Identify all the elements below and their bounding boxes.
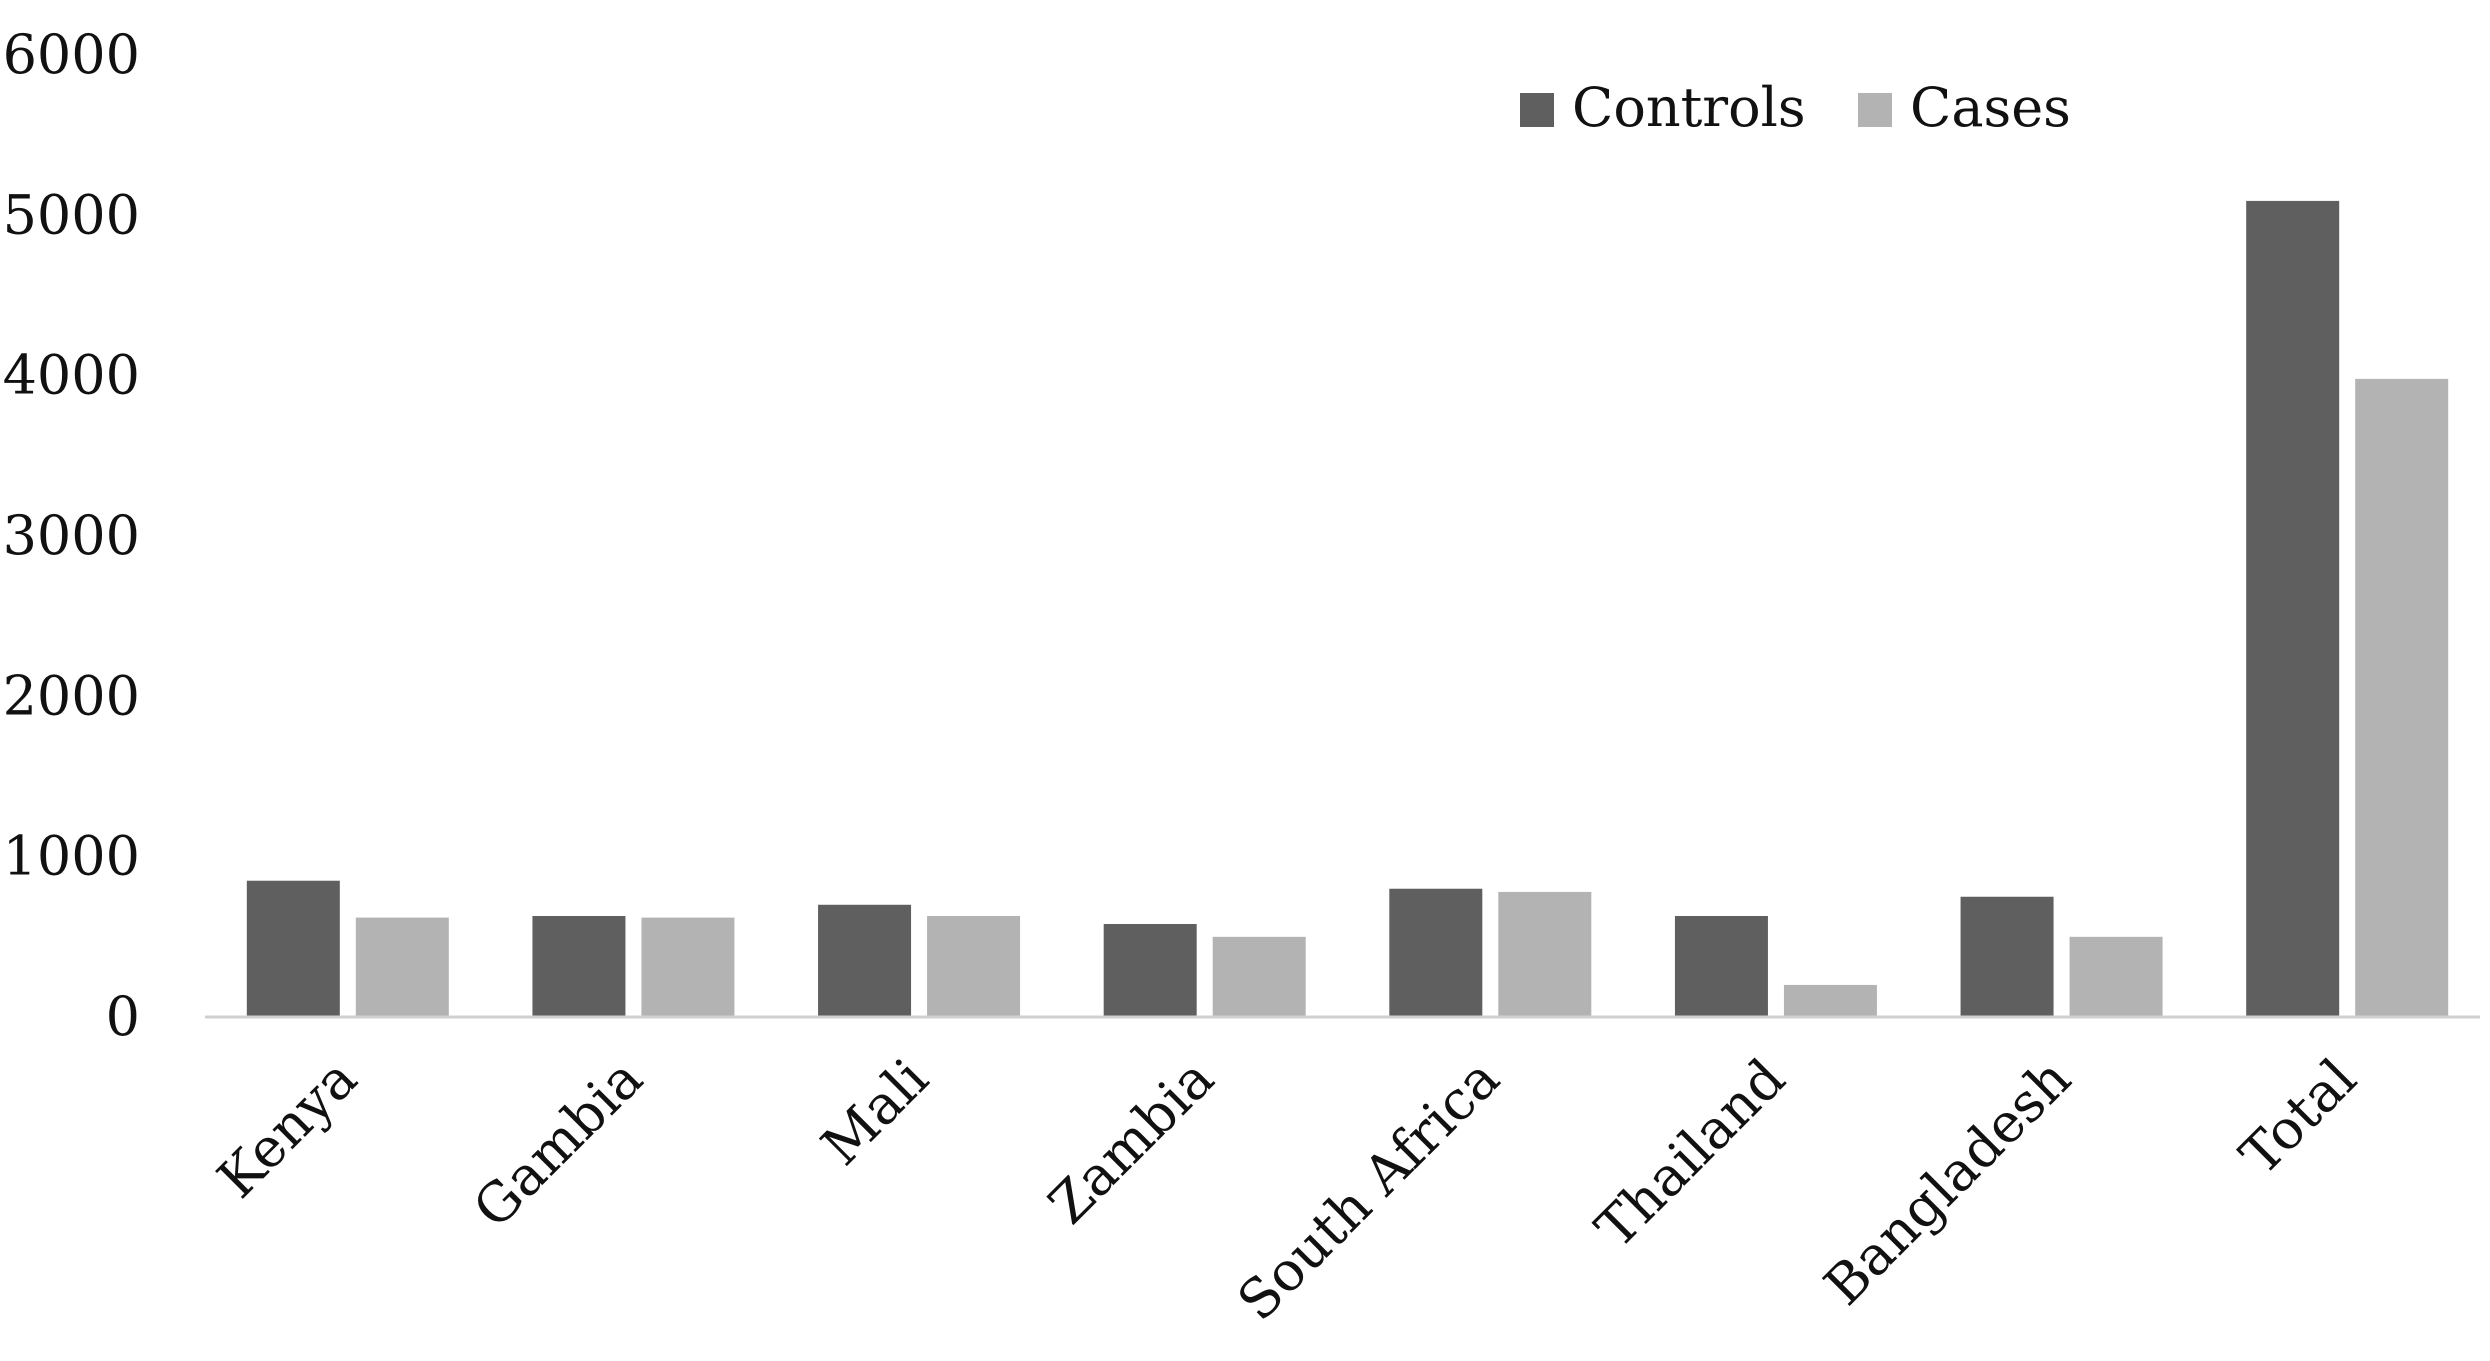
bar-cases-mali [927, 915, 1021, 1017]
x-tick-label: Total [2228, 1047, 2368, 1187]
legend-label-controls: Controls [1572, 76, 1806, 139]
y-tick-label: 4000 [3, 344, 140, 407]
bar-controls-gambia [532, 915, 626, 1017]
x-tick-label: Mali [809, 1047, 940, 1178]
y-tick-label: 6000 [3, 23, 140, 86]
legend-label-cases: Cases [1910, 76, 2071, 139]
bar-controls-zambia [1103, 924, 1197, 1017]
x-tick-label: Kenya [205, 1047, 369, 1211]
legend-swatch-cases [1858, 93, 1892, 127]
bar-cases-kenya [355, 917, 449, 1017]
legend-swatch-controls [1520, 93, 1554, 127]
x-tick-label: Bangladesh [1812, 1047, 2083, 1318]
y-tick-label: 2000 [3, 664, 140, 727]
bar-controls-mali [818, 904, 912, 1017]
bar-cases-thailand [1783, 984, 1877, 1017]
bar-cases-gambia [641, 917, 735, 1017]
x-axis-labels: Kenya Gambia Mali Zambia South Africa Thailan… [205, 1047, 2368, 1333]
bar-cases-south-africa [1498, 891, 1592, 1017]
bar-cases-zambia [1212, 936, 1306, 1017]
bar-cases-bangladesh [2069, 936, 2163, 1017]
bar-controls-bangladesh [1960, 896, 2054, 1017]
y-tick-label: 0 [106, 985, 140, 1048]
bars [246, 200, 2449, 1018]
x-tick-label: Thailand [1584, 1047, 1798, 1261]
legend: Controls Cases [1520, 76, 2071, 139]
x-tick-label: Gambia [461, 1047, 654, 1240]
bar-controls-south-africa [1389, 888, 1483, 1017]
y-axis-ticks: 0 1000 2000 3000 4000 5000 6000 [3, 23, 140, 1048]
bar-cases-total [2355, 378, 2449, 1018]
y-tick-label: 1000 [3, 825, 140, 888]
x-tick-label: South Africa [1225, 1047, 1511, 1333]
bar-controls-kenya [246, 880, 340, 1017]
y-tick-label: 3000 [3, 504, 140, 567]
y-tick-label: 5000 [3, 183, 140, 246]
x-tick-label: Zambia [1036, 1047, 1225, 1236]
bar-controls-thailand [1674, 915, 1768, 1017]
bar-controls-total [2246, 200, 2340, 1018]
